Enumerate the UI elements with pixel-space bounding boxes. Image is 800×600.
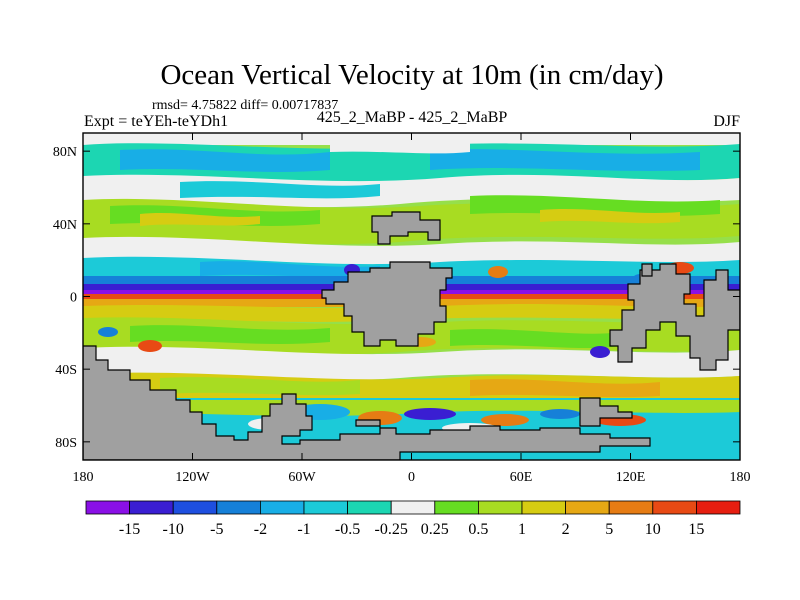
colorbar-swatch <box>259 500 305 515</box>
field-band <box>180 181 380 199</box>
field-patch <box>481 414 529 426</box>
colorbar-label: 2 <box>562 521 570 538</box>
colorbar-label: 15 <box>688 521 704 538</box>
colorbar-label: -5 <box>210 521 223 538</box>
landmass-north-east-island <box>641 263 653 277</box>
colorbar-swatch <box>565 500 610 515</box>
field-patch <box>488 266 508 278</box>
x-tick-label: 180 <box>730 470 751 485</box>
colorbar-swatch <box>129 500 174 515</box>
colorbar-label: -2 <box>254 521 267 538</box>
landmass-south-eastern <box>579 397 633 427</box>
field-band <box>120 149 330 172</box>
field-band <box>140 213 260 226</box>
colorbar-label: 0.25 <box>421 521 449 538</box>
x-tick-label: 180 <box>73 470 94 485</box>
colorbar-swatch <box>652 500 697 515</box>
experiment-label: Expt = teYEh-teYDh1 <box>84 113 228 130</box>
colorbar-swatch <box>172 500 218 515</box>
stats-line: rmsd= 4.75822 diff= 0.00717837 <box>152 98 338 113</box>
chart-title: Ocean Vertical Velocity at 10m (in cm/da… <box>160 59 663 91</box>
y-tick-label: 80S <box>55 436 77 451</box>
colorbar-swatch <box>303 500 348 515</box>
x-tick-label: 60E <box>510 470 533 485</box>
colorbar: -15 -10 -5 -2 -1 -0.5 -0.25 0.25 0.5 1 2 5 10 15 <box>85 500 741 538</box>
field-band <box>450 329 620 348</box>
field-band <box>160 377 360 396</box>
field-band <box>470 195 720 216</box>
colorbar-label: -0.25 <box>375 521 408 538</box>
colorbar-label: 0.5 <box>468 521 488 538</box>
field-band <box>470 379 660 398</box>
case-label: 425_2_MaBP - 425_2_MaBP <box>317 109 508 126</box>
field-band <box>330 139 470 154</box>
map-plot <box>83 133 740 460</box>
field-patch <box>138 340 162 352</box>
colorbar-label: 10 <box>645 521 661 538</box>
colorbar-label: -10 <box>163 521 184 538</box>
colorbar-label: 1 <box>518 521 526 538</box>
colorbar-swatch <box>521 500 566 515</box>
landmass-north-small <box>371 211 441 245</box>
landmass-south-western <box>83 345 651 460</box>
x-tick-label: 60W <box>288 470 316 485</box>
field-patch <box>540 409 580 419</box>
y-tick-label: 0 <box>70 291 77 306</box>
field-patch <box>590 346 610 358</box>
x-tick-label: 120E <box>616 470 646 485</box>
colorbar-swatch <box>608 500 654 515</box>
colorbar-swatch <box>85 500 130 515</box>
colorbar-swatch <box>390 500 436 515</box>
colorbar-label: -0.5 <box>335 521 360 538</box>
colorbar-swatch <box>434 500 479 515</box>
land-mask <box>83 211 740 460</box>
field-band <box>430 149 700 171</box>
x-tick-label: 0 <box>408 470 415 485</box>
y-tick-label: 80N <box>53 145 77 160</box>
colorbar-swatch <box>347 500 392 515</box>
x-tick-label: 120W <box>175 470 210 485</box>
season-label: DJF <box>713 113 740 130</box>
field-band <box>540 209 680 224</box>
field-band <box>83 400 740 416</box>
landmass-central <box>321 261 453 347</box>
landmass-eastern <box>609 263 740 371</box>
colorbar-label: -1 <box>297 521 310 538</box>
y-tick-label: 40S <box>55 363 77 378</box>
colorbar-swatch <box>696 500 741 515</box>
y-tick-label: 40N <box>53 218 77 233</box>
colorbar-label: -15 <box>119 521 140 538</box>
field-patch <box>404 408 456 420</box>
colorbar-swatch <box>216 500 261 515</box>
colorbar-swatch <box>477 500 523 515</box>
field-patch <box>98 327 118 337</box>
field-band <box>130 325 330 344</box>
axis-ticks: 180 120W 60W 0 60E 120E 180 80N 40N 0 40S 80S <box>53 133 751 485</box>
field-band <box>200 261 380 278</box>
field-band <box>83 346 740 381</box>
colorbar-label: 5 <box>605 521 613 538</box>
